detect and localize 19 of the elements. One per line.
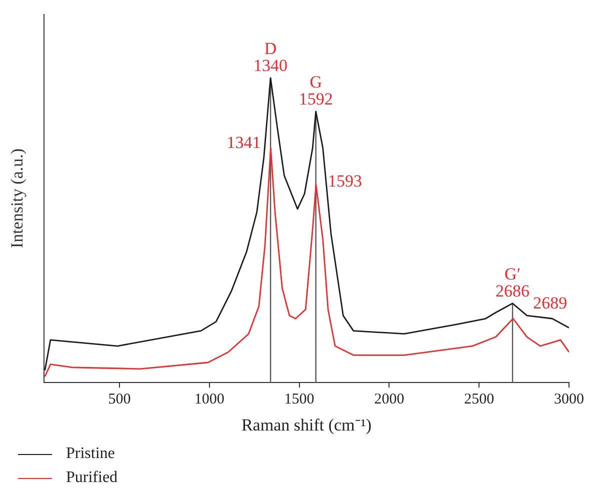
x-tick-label: 1000 [194,392,224,408]
x-tick-label: 2500 [464,392,494,408]
legend-label: Purified [66,469,118,487]
annotation: 2686 [496,281,530,300]
annotation: D [264,38,277,58]
annotation: 1592 [298,89,333,108]
annotation: 1593 [328,172,362,191]
x-tick-label: 2000 [374,392,404,408]
legend-label: Pristine [66,445,115,463]
annotation: G′ [504,264,521,284]
annotation: 1341 [226,133,261,152]
y-axis-title: Intensity (a.u.) [7,148,26,248]
x-tick-label: 1500 [284,392,314,408]
annotation: 1340 [254,56,288,75]
annotation: 2689 [533,294,568,313]
x-tick-label: 500 [108,392,131,408]
annotation: G [310,72,322,92]
x-axis-title: Raman shift (cm⁻¹) [241,415,372,434]
x-tick-label: 3000 [554,392,584,408]
